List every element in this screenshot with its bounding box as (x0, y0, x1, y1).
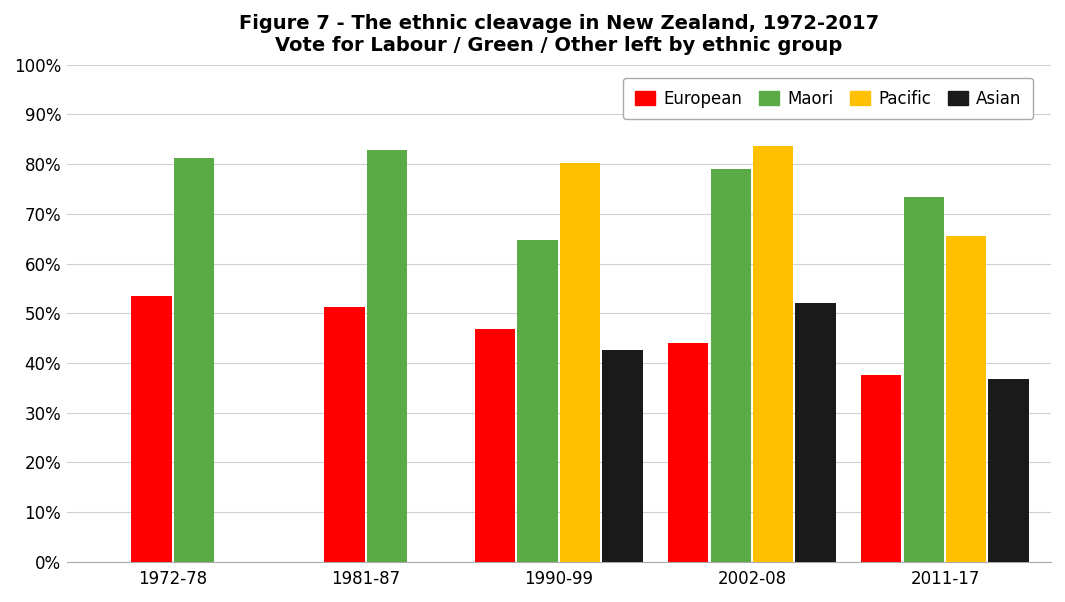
Bar (668, 343, 708, 562)
Bar (988, 379, 1029, 562)
Legend: European, Maori, Pacific, Asian: European, Maori, Pacific, Asian (623, 78, 1033, 119)
Bar (753, 146, 793, 562)
Bar (903, 197, 944, 562)
Bar (325, 307, 365, 562)
Title: Figure 7 - The ethnic cleavage in New Zealand, 1972-2017
Vote for Labour / Green: Figure 7 - The ethnic cleavage in New Ze… (239, 14, 879, 55)
Bar (862, 375, 901, 562)
Bar (174, 158, 214, 562)
Bar (710, 169, 751, 562)
Bar (475, 329, 515, 562)
Bar (518, 240, 558, 562)
Bar (603, 350, 643, 562)
Bar (796, 303, 836, 562)
Bar (946, 236, 986, 562)
Bar (367, 150, 407, 562)
Bar (560, 163, 601, 562)
Bar (131, 296, 171, 562)
